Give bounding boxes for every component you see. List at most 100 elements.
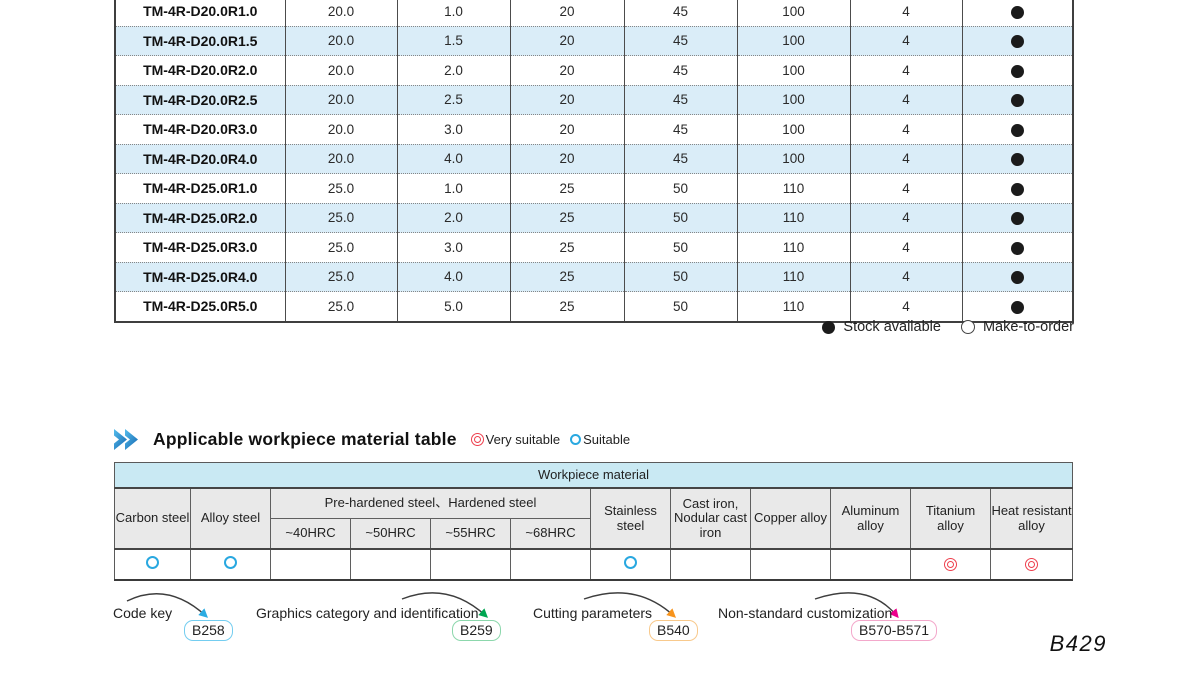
value-cell: 20.0 (284, 55, 397, 85)
material-rating-cell (190, 548, 271, 580)
value-cell: 25 (509, 232, 624, 262)
value-cell: 4 (849, 261, 962, 292)
material-column-header: Cast iron, Nodular cast iron (670, 488, 751, 549)
spec-table-row: TM-4R-D20.0R2.0 20.0 2.0 20 45 100 4 (115, 55, 1073, 85)
very-suitable-symbol (1025, 558, 1039, 572)
spec-table-row: TM-4R-D25.0R4.0 25.0 4.0 25 50 110 4 (115, 261, 1073, 292)
stock-cell (961, 143, 1073, 174)
value-cell: 100 (736, 25, 850, 56)
very-suitable-label: Very suitable (485, 432, 561, 447)
value-cell: 3.0 (396, 232, 510, 262)
value-cell: 110 (736, 261, 850, 292)
spec-table-row: TM-4R-D20.0R2.5 20.0 2.5 20 45 100 4 (115, 84, 1073, 115)
model-cell: TM-4R-D20.0R1.5 (115, 25, 285, 56)
material-column-header: Aluminum alloy (830, 488, 911, 549)
material-subheader-row: ~40HRC ~50HRC ~55HRC ~68HRC (115, 518, 1073, 549)
material-subcolumn-header: ~68HRC (510, 518, 591, 549)
value-cell: 4 (849, 232, 962, 262)
model-cell: TM-4R-D20.0R4.0 (115, 143, 285, 174)
value-cell: 4 (849, 143, 962, 174)
material-rating-cell (114, 548, 191, 580)
stock-cell (961, 84, 1073, 115)
value-cell: 20.0 (284, 143, 397, 174)
value-cell: 25.0 (284, 291, 397, 322)
value-cell: 110 (736, 173, 850, 203)
value-cell: 50 (623, 232, 737, 262)
stock-available-dot-icon (1010, 153, 1024, 167)
spec-table-row: TM-4R-D20.0R4.0 20.0 4.0 20 45 100 4 (115, 143, 1073, 174)
value-cell: 20 (509, 114, 624, 144)
open-circle-icon (960, 320, 975, 334)
stock-available-label: Stock available (843, 319, 941, 335)
material-banner-row: Workpiece material (114, 462, 1073, 489)
material-subcolumn-header: ~40HRC (270, 518, 351, 549)
material-rating-cell (910, 548, 991, 580)
stock-available-dot-icon (1010, 182, 1024, 196)
value-cell: 4 (849, 291, 962, 322)
value-cell: 3.0 (396, 114, 510, 144)
stock-available-dot-icon (1010, 212, 1024, 226)
model-cell: TM-4R-D20.0R1.0 (143, 3, 258, 20)
model-cell: TM-4R-D25.0R5.0 (115, 291, 285, 322)
value-cell: 45 (623, 114, 737, 144)
value-cell: 1.0 (396, 0, 510, 26)
material-subcolumn-header: ~55HRC (430, 518, 511, 549)
stock-cell (961, 25, 1073, 56)
very-suitable-icon (470, 433, 484, 446)
stock-available-legend: Stock available (822, 319, 941, 335)
value-cell: 2.0 (396, 202, 510, 233)
model-cell: TM-4R-D20.0R2.0 (115, 55, 285, 85)
value-cell: 4 (849, 202, 962, 233)
value-cell: 20.0 (284, 0, 397, 26)
spec-table-row: TM-4R-D20.0R3.0 20.0 3.0 20 45 100 4 (115, 114, 1073, 144)
material-section-header: Applicable workpiece material table Very… (114, 429, 630, 450)
model-cell: TM-4R-D25.0R4.0 (115, 261, 285, 292)
stock-available-dot-icon (1010, 94, 1024, 108)
footnote-label: Non-standard customization (718, 605, 893, 621)
suitable-symbol (624, 556, 637, 570)
material-subcolumn-header: ~50HRC (350, 518, 431, 549)
value-cell: 20 (509, 25, 624, 56)
spec-table-row: TM-4R-D25.0R5.0 25.0 5.0 25 50 110 4 (115, 291, 1073, 322)
footnote-ref-badge: B540 (649, 620, 698, 641)
value-cell: 100 (736, 0, 850, 26)
stock-cell (961, 261, 1073, 292)
suitable-symbol (146, 556, 159, 570)
stock-cell (961, 55, 1073, 85)
value-cell: 20.0 (284, 84, 397, 115)
model-cell: TM-4R-D20.0R2.5 (115, 84, 285, 115)
value-cell: 50 (623, 291, 737, 322)
spec-table-row: TM-4R-D20.0R1.5 20.0 1.5 20 45 100 4 (115, 25, 1073, 56)
suitable-legend: Suitable (570, 432, 630, 447)
model-cell: TM-4R-D25.0R3.0 (115, 232, 285, 262)
value-cell: 4 (849, 0, 962, 26)
material-rating-cell (830, 548, 911, 580)
value-cell: 25.0 (284, 173, 397, 203)
material-rating-cell (510, 548, 591, 580)
value-cell: 45 (623, 143, 737, 174)
material-column-header: Alloy steel (190, 488, 271, 549)
value-cell: 4 (849, 84, 962, 115)
footnote-ref-badge: B258 (184, 620, 233, 641)
spec-table-row: TM-4R-D25.0R3.0 25.0 3.0 25 50 110 4 (115, 232, 1073, 262)
value-cell: 25.0 (284, 261, 397, 292)
stock-available-dot-icon (1010, 271, 1024, 285)
value-cell: 20.0 (284, 25, 397, 56)
suitable-symbol (224, 556, 237, 570)
value-cell: 1.5 (396, 25, 510, 56)
footnote-label: Graphics category and identification (256, 605, 479, 621)
value-cell: 100 (736, 55, 850, 85)
footnote-ref-badge: B259 (452, 620, 501, 641)
value-cell: 20 (509, 55, 624, 85)
material-column-header: Carbon steel (114, 488, 191, 549)
material-table: Workpiece material Carbon steel Alloy stee… (114, 462, 1074, 581)
material-rating-cell (430, 548, 511, 580)
value-cell: 4.0 (396, 261, 510, 292)
value-cell: 2.0 (396, 55, 510, 85)
material-rating-row (114, 548, 1073, 580)
value-cell: 110 (736, 291, 850, 322)
page-number: B429 (1049, 631, 1107, 656)
value-cell: 25 (509, 261, 624, 292)
double-chevron-icon (114, 429, 138, 450)
